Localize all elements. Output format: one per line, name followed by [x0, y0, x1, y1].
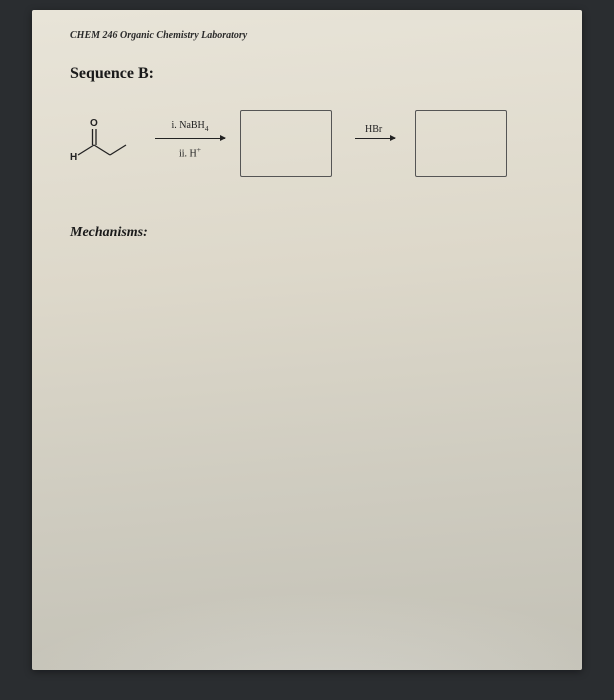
worksheet-page: CHEM 246 Organic Chemistry Laboratory Se…: [32, 10, 582, 670]
start-molecule-propanal: O H: [70, 115, 140, 170]
reagent-1-line-1: i. NaBH4: [155, 120, 225, 133]
product-box-2: [415, 110, 507, 177]
reagent-1-line-2: ii. H+: [155, 145, 225, 159]
reaction-arrow-2: [355, 138, 395, 139]
reagent-1-sub: 4: [205, 124, 209, 133]
reagent-1b-text: ii. H: [179, 148, 197, 159]
reaction-arrow-1: [155, 138, 225, 139]
svg-text:O: O: [90, 118, 98, 129]
reagent-1-text: i. NaBH: [171, 120, 204, 131]
course-header: CHEM 246 Organic Chemistry Laboratory: [70, 30, 247, 41]
mechanisms-heading: Mechanisms:: [70, 225, 148, 241]
product-box-1: [240, 110, 332, 177]
page-curvature-highlight: [32, 590, 582, 670]
reagent-block-1: i. NaBH4 ii. H+: [155, 120, 225, 159]
reaction-scheme: O H i. NaBH4 ii. H+ HBr: [70, 110, 570, 200]
reagent-2: HBr: [365, 124, 382, 135]
sequence-title: Sequence B:: [70, 65, 154, 83]
svg-text:H: H: [70, 152, 77, 163]
reagent-1b-sup: +: [197, 145, 201, 154]
